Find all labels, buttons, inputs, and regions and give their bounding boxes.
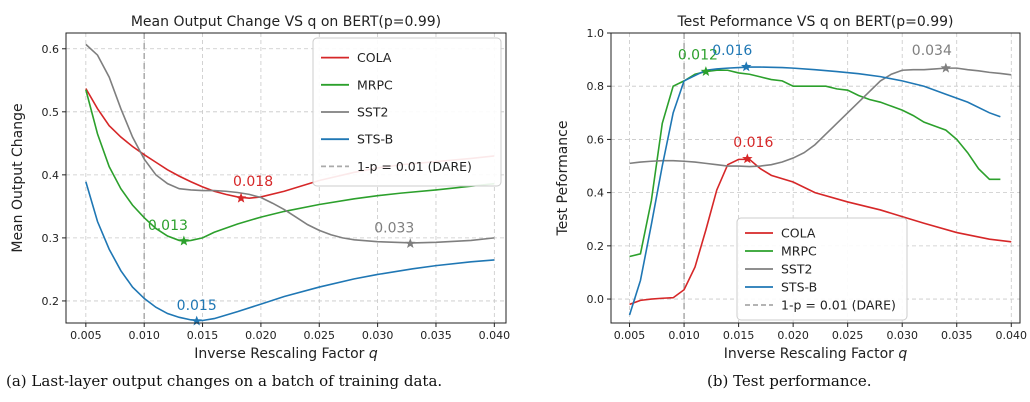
legend-label: COLA	[781, 226, 816, 241]
optimum-label-sts-b: 0.015	[177, 298, 217, 314]
optimum-star-sst2	[940, 62, 952, 73]
x-axis-label: Inverse Rescaling Factor q	[194, 346, 378, 362]
optimum-label-sst2: 0.034	[912, 43, 952, 59]
series-line-mrpc	[85, 89, 495, 242]
optimum-star-mrpc	[700, 66, 712, 77]
optimum-label-cola: 0.018	[233, 174, 273, 190]
legend-label: 1-p = 0.01 (DARE)	[781, 298, 896, 313]
legend-label: STS-B	[781, 280, 817, 295]
x-tick-label: 0.015	[723, 329, 755, 342]
y-tick-label: 0.3	[42, 232, 60, 245]
optimum-star-sts-b	[741, 61, 752, 72]
optimum-star-mrpc	[178, 235, 190, 246]
optimum-label-cola: 0.016	[733, 135, 773, 151]
legend-label: SST2	[357, 105, 388, 120]
x-tick-label: 0.035	[941, 329, 973, 342]
optimum-star-cola	[742, 153, 753, 164]
legend-label: COLA	[357, 50, 392, 65]
chart-title: Test Peformance VS q on BERT(p=0.99)	[677, 14, 954, 30]
plot-frame	[65, 32, 507, 324]
plot-frame	[610, 32, 1021, 324]
y-tick-label: 0.6	[587, 133, 605, 146]
caption-a: (a) Last-layer output changes on a batch…	[6, 372, 443, 390]
legend-box	[312, 37, 502, 187]
x-tick-label: 0.010	[668, 329, 700, 342]
series-line-sst2	[629, 67, 1012, 168]
x-tick-label: 0.015	[187, 329, 219, 342]
optimum-star-sst2	[405, 238, 416, 249]
y-tick-label: 0.4	[42, 169, 60, 182]
legend-label: MRPC	[357, 77, 393, 92]
y-tick-label: 0.8	[587, 80, 605, 93]
x-tick-label: 0.030	[886, 329, 918, 342]
x-tick-label: 0.020	[245, 329, 277, 342]
y-axis-label: Mean Output Change	[10, 103, 26, 252]
x-tick-label: 0.025	[304, 329, 336, 342]
series-line-sts-b	[628, 66, 1001, 316]
y-tick-label: 0.2	[42, 295, 60, 308]
y-tick-label: 0.6	[42, 43, 60, 56]
x-tick-label: 0.020	[777, 329, 809, 342]
optimum-star-cola	[235, 192, 247, 203]
legend-label: STS-B	[357, 132, 393, 147]
y-tick-label: 0.4	[587, 187, 605, 200]
legend-box	[736, 217, 908, 321]
y-axis-label: Test Peformance	[555, 121, 571, 237]
x-tick-label: 0.025	[832, 329, 864, 342]
legend: COLA MRPC SST2 STS-B 1-p = 0.01 (DARE)	[312, 37, 502, 187]
caption-b: (b) Test performance.	[707, 372, 872, 390]
figure: 0.018 0.013 0.033 0.015 0.005 0.010 0.015 0.020…	[10, 14, 1027, 362]
y-tick-label: 0.5	[42, 106, 60, 119]
chart-a: 0.018 0.013 0.033 0.015 0.005 0.010 0.015 0.020…	[10, 14, 510, 362]
series-line-sts-b	[85, 181, 495, 322]
y-tick-label: 0.0	[587, 293, 605, 306]
x-tick-label: 0.040	[996, 329, 1028, 342]
series-line-sst2	[85, 43, 495, 244]
x-tick-label: 0.010	[128, 329, 160, 342]
legend: COLA MRPC SST2 STS-B 1-p = 0.01 (DARE)	[736, 217, 908, 321]
x-tick-label: 0.035	[420, 329, 452, 342]
y-tick-label: 0.2	[587, 240, 605, 253]
y-tick-label: 1.0	[587, 27, 605, 40]
legend-label: 1-p = 0.01 (DARE)	[357, 159, 472, 174]
optimum-label-sts-b: 0.016	[712, 43, 752, 59]
chart-title: Mean Output Change VS q on BERT(p=0.99)	[131, 14, 441, 30]
optimum-label-sst2: 0.033	[374, 221, 414, 237]
legend-label: MRPC	[781, 244, 817, 259]
optimum-star-sts-b	[191, 315, 202, 326]
optimum-label-mrpc: 0.013	[148, 218, 188, 234]
x-tick-label: 0.005	[614, 329, 646, 342]
x-tick-label: 0.005	[70, 329, 102, 342]
x-tick-label: 0.030	[362, 329, 394, 342]
optimum-label-mrpc: 0.012	[678, 48, 718, 64]
legend-label: SST2	[781, 262, 812, 277]
x-axis-label: Inverse Rescaling Factor q	[724, 346, 908, 362]
x-tick-label: 0.040	[479, 329, 511, 342]
